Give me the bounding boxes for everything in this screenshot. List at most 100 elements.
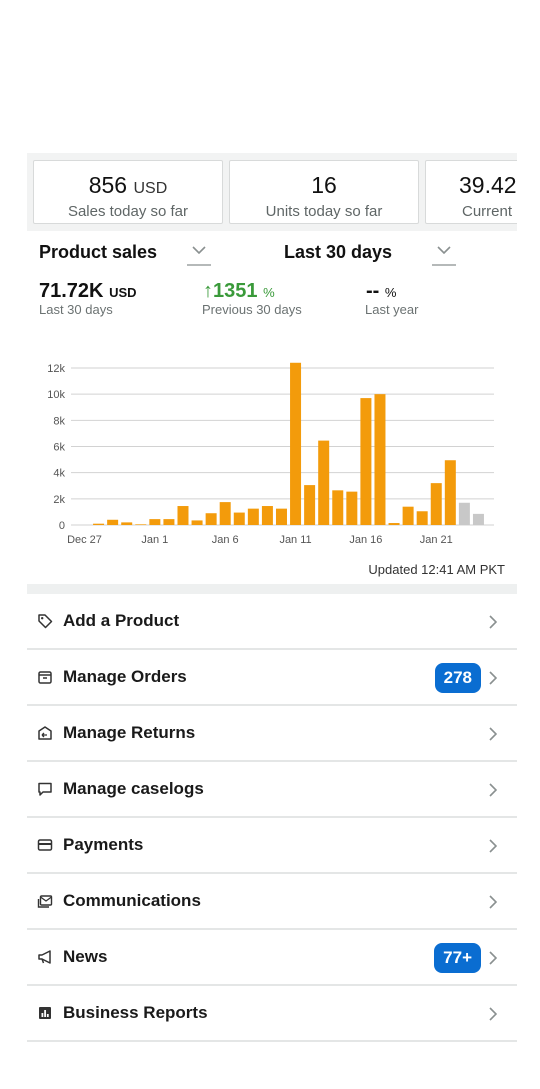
last-year-value: -- % [366, 280, 397, 302]
y-tick-label: 2k [53, 494, 65, 506]
chart-bar [219, 502, 231, 525]
tag-icon [27, 611, 63, 631]
x-tick-label: Jan 16 [349, 534, 382, 546]
return-box-icon [27, 723, 63, 743]
menu-item-label: Business Reports [63, 1003, 208, 1022]
count-badge: 278 [434, 663, 481, 693]
change-value: ↑1351 % [203, 280, 275, 302]
y-tick-label: 6k [53, 442, 65, 454]
menu-item-add-a-product[interactable]: Add a Product [27, 594, 517, 650]
menu-item-label: Payments [63, 835, 144, 854]
chevron-right-icon [487, 892, 499, 912]
chat-bubble-icon [27, 779, 63, 799]
menu-item-label: Add a Product [63, 611, 180, 630]
chart-bar [472, 513, 484, 525]
menu-item-label: Communications [63, 891, 201, 910]
chart-bar [360, 398, 372, 525]
chart-bar [318, 440, 330, 525]
last-year-label: Last year [365, 302, 419, 317]
chevron-right-icon [487, 836, 499, 856]
envelope-icon [27, 891, 63, 911]
chevron-right-icon [487, 780, 499, 800]
metric-dropdown[interactable] [187, 244, 211, 266]
stat-card-sales[interactable]: 856 USD Sales today so far [33, 160, 223, 224]
chevron-right-icon [489, 783, 497, 797]
change-label: Previous 30 days [202, 302, 302, 317]
period-dropdown[interactable] [432, 244, 456, 266]
updated-timestamp: Updated 12:41 AM PKT [368, 562, 505, 577]
chart-bar [444, 460, 456, 525]
stat-label: Sales today so far [67, 203, 189, 220]
chart-bar [416, 511, 428, 525]
y-tick-label: 0 [59, 520, 65, 532]
total-sales-label: Last 30 days [39, 302, 113, 317]
x-tick-label: Jan 11 [279, 534, 311, 546]
chart-bar [177, 506, 189, 525]
stat-value: 39.42 [459, 172, 517, 198]
chevron-right-icon [487, 668, 499, 688]
chevron-down-icon [192, 246, 206, 254]
menu-item-news[interactable]: News 77+ [27, 930, 517, 986]
chevron-down-icon [437, 246, 451, 254]
chart-bar [458, 502, 470, 525]
menu-item-business-reports[interactable]: Business Reports [27, 986, 517, 1042]
y-tick-label: 12k [47, 363, 65, 375]
period-selector[interactable]: Last 30 days [284, 242, 393, 262]
x-tick-label: Jan 1 [141, 534, 168, 546]
menu-item-payments[interactable]: Payments [27, 818, 517, 874]
y-tick-label: 8k [53, 415, 65, 427]
menu-item-manage-orders[interactable]: Manage Orders 278 [27, 650, 517, 706]
chart-bar [374, 394, 386, 525]
x-tick-label: Dec 27 [67, 534, 102, 546]
total-sales-value: 71.72K USD [39, 280, 137, 302]
sales-bar-chart[interactable]: 0 2k 4k 6k 8k 10k 12k Dec 27 Jan 1 Jan 6 Jan 11 Jan… [27, 352, 507, 552]
chevron-right-icon [487, 1004, 499, 1024]
chevron-right-icon [487, 612, 499, 632]
chart-bar [402, 506, 414, 525]
chevron-right-icon [489, 839, 497, 853]
stat-value: 856 USD [88, 172, 168, 198]
y-tick-label: 4k [53, 468, 65, 480]
menu-item-label: News [63, 947, 108, 966]
menu-item-label: Manage caselogs [63, 779, 204, 798]
chart-bar [388, 523, 400, 525]
menu-item-label: Manage Returns [63, 723, 196, 742]
chart-bar [149, 519, 161, 525]
chevron-right-icon [487, 948, 499, 968]
stat-card-current[interactable]: 39.42 Current [425, 160, 517, 224]
chevron-right-icon [489, 615, 497, 629]
chart-bar [261, 506, 273, 525]
stat-label: Current [462, 203, 513, 220]
count-badge: 77+ [434, 943, 481, 973]
chevron-right-icon [489, 727, 497, 741]
seller-menu: Add a Product Manage Orders 278 Manage Retu… [27, 594, 517, 1042]
chevron-right-icon [487, 724, 499, 744]
chart-bar [107, 519, 119, 525]
chart-bar [346, 491, 358, 525]
x-tick-label: Jan 21 [420, 534, 453, 546]
menu-item-communications[interactable]: Communications [27, 874, 517, 930]
chart-bar [121, 522, 133, 525]
chart-bar [247, 508, 259, 525]
chart-bar [93, 523, 105, 525]
section-divider [27, 584, 517, 594]
x-tick-label: Jan 6 [212, 534, 239, 546]
stat-card-units[interactable]: 16 Units today so far [229, 160, 419, 224]
chart-bar [290, 362, 302, 525]
metric-selector[interactable]: Product sales [39, 242, 158, 262]
stat-label: Units today so far [265, 203, 383, 220]
menu-item-manage-returns[interactable]: Manage Returns [27, 706, 517, 762]
chevron-right-icon [489, 671, 497, 685]
credit-card-icon [27, 835, 63, 855]
arrow-up-icon: ↑ [203, 280, 213, 302]
chart-bar [135, 524, 147, 525]
megaphone-icon [27, 947, 63, 967]
chart-bar [304, 485, 316, 525]
chevron-right-icon [489, 1007, 497, 1021]
chevron-right-icon [489, 951, 497, 965]
stats-strip[interactable]: 856 USD Sales today so far 16 Units toda… [27, 153, 517, 231]
menu-item-manage-caselogs[interactable]: Manage caselogs [27, 762, 517, 818]
chart-bar [163, 519, 175, 525]
chart-bar [332, 490, 344, 525]
menu-item-label: Manage Orders [63, 667, 187, 686]
